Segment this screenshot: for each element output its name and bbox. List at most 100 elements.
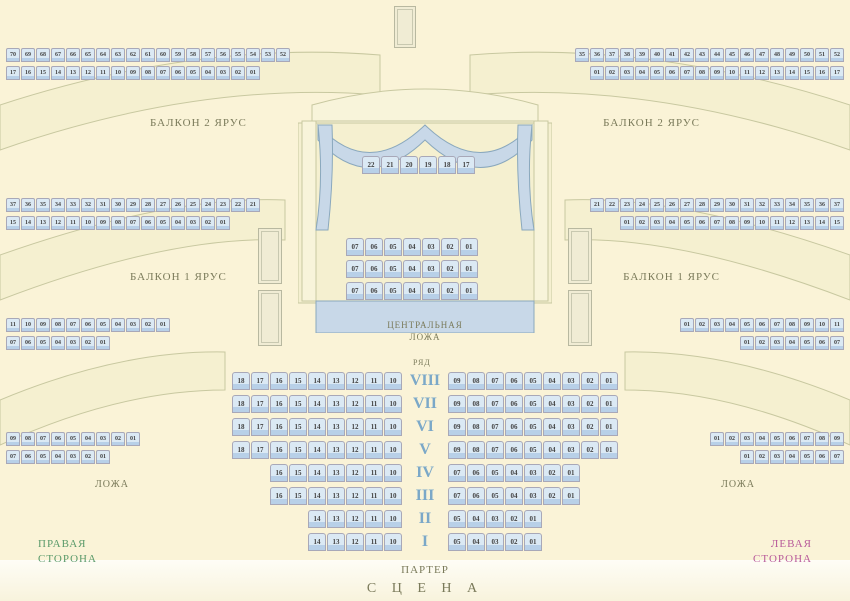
seat-02[interactable]: 02 bbox=[441, 260, 459, 278]
seat-09[interactable]: 09 bbox=[710, 66, 724, 80]
seat-13[interactable]: 13 bbox=[327, 395, 345, 413]
seat-07[interactable]: 07 bbox=[710, 216, 724, 230]
seat-65[interactable]: 65 bbox=[81, 48, 95, 62]
seat-03[interactable]: 03 bbox=[562, 418, 580, 436]
seat-05[interactable]: 05 bbox=[650, 66, 664, 80]
seat-17[interactable]: 17 bbox=[457, 156, 475, 174]
seat-43[interactable]: 43 bbox=[695, 48, 709, 62]
seat-18[interactable]: 18 bbox=[438, 156, 456, 174]
seat-04[interactable]: 04 bbox=[543, 372, 561, 390]
seat-03[interactable]: 03 bbox=[66, 336, 80, 350]
seat-18[interactable]: 18 bbox=[232, 372, 250, 390]
seat-24[interactable]: 24 bbox=[201, 198, 215, 212]
seat-45[interactable]: 45 bbox=[725, 48, 739, 62]
seat-13[interactable]: 13 bbox=[327, 464, 345, 482]
seat-17[interactable]: 17 bbox=[251, 395, 269, 413]
seat-11[interactable]: 11 bbox=[66, 216, 80, 230]
seat-07[interactable]: 07 bbox=[830, 336, 844, 350]
seat-09[interactable]: 09 bbox=[448, 395, 466, 413]
seat-30[interactable]: 30 bbox=[725, 198, 739, 212]
seat-35[interactable]: 35 bbox=[575, 48, 589, 62]
seat-02[interactable]: 02 bbox=[581, 441, 599, 459]
seat-08[interactable]: 08 bbox=[467, 395, 485, 413]
seat-01[interactable]: 01 bbox=[524, 510, 542, 528]
seat-02[interactable]: 02 bbox=[81, 336, 95, 350]
seat-13[interactable]: 13 bbox=[327, 533, 345, 551]
seat-04[interactable]: 04 bbox=[201, 66, 215, 80]
seat-13[interactable]: 13 bbox=[327, 510, 345, 528]
seat-08[interactable]: 08 bbox=[467, 441, 485, 459]
seat-16[interactable]: 16 bbox=[270, 464, 288, 482]
seat-63[interactable]: 63 bbox=[111, 48, 125, 62]
seat-07[interactable]: 07 bbox=[66, 318, 80, 332]
seat-11[interactable]: 11 bbox=[830, 318, 844, 332]
seat-05[interactable]: 05 bbox=[800, 450, 814, 464]
seat-36[interactable]: 36 bbox=[590, 48, 604, 62]
seat-06[interactable]: 06 bbox=[785, 432, 799, 446]
seat-57[interactable]: 57 bbox=[201, 48, 215, 62]
seat-15[interactable]: 15 bbox=[800, 66, 814, 80]
seat-16[interactable]: 16 bbox=[270, 395, 288, 413]
seat-56[interactable]: 56 bbox=[216, 48, 230, 62]
seat-15[interactable]: 15 bbox=[289, 395, 307, 413]
seat-02[interactable]: 02 bbox=[543, 487, 561, 505]
seat-08[interactable]: 08 bbox=[141, 66, 155, 80]
seat-47[interactable]: 47 bbox=[755, 48, 769, 62]
seat-07[interactable]: 07 bbox=[346, 260, 364, 278]
seat-01[interactable]: 01 bbox=[740, 450, 754, 464]
seat-03[interactable]: 03 bbox=[216, 66, 230, 80]
seat-16[interactable]: 16 bbox=[815, 66, 829, 80]
seat-05[interactable]: 05 bbox=[524, 441, 542, 459]
seat-01[interactable]: 01 bbox=[600, 418, 618, 436]
seat-61[interactable]: 61 bbox=[141, 48, 155, 62]
seat-06[interactable]: 06 bbox=[81, 318, 95, 332]
seat-15[interactable]: 15 bbox=[289, 464, 307, 482]
seat-14[interactable]: 14 bbox=[308, 441, 326, 459]
seat-34[interactable]: 34 bbox=[785, 198, 799, 212]
seat-14[interactable]: 14 bbox=[308, 395, 326, 413]
seat-27[interactable]: 27 bbox=[680, 198, 694, 212]
seat-13[interactable]: 13 bbox=[327, 441, 345, 459]
seat-05[interactable]: 05 bbox=[448, 533, 466, 551]
seat-06[interactable]: 06 bbox=[815, 336, 829, 350]
seat-05[interactable]: 05 bbox=[486, 487, 504, 505]
seat-37[interactable]: 37 bbox=[830, 198, 844, 212]
seat-27[interactable]: 27 bbox=[156, 198, 170, 212]
seat-12[interactable]: 12 bbox=[346, 395, 364, 413]
seat-15[interactable]: 15 bbox=[289, 441, 307, 459]
seat-37[interactable]: 37 bbox=[605, 48, 619, 62]
seat-07[interactable]: 07 bbox=[486, 418, 504, 436]
seat-05[interactable]: 05 bbox=[384, 282, 402, 300]
seat-02[interactable]: 02 bbox=[441, 282, 459, 300]
seat-13[interactable]: 13 bbox=[327, 418, 345, 436]
seat-11[interactable]: 11 bbox=[365, 510, 383, 528]
seat-06[interactable]: 06 bbox=[51, 432, 65, 446]
seat-14[interactable]: 14 bbox=[308, 533, 326, 551]
seat-02[interactable]: 02 bbox=[505, 510, 523, 528]
seat-04[interactable]: 04 bbox=[403, 238, 421, 256]
seat-01[interactable]: 01 bbox=[620, 216, 634, 230]
seat-07[interactable]: 07 bbox=[448, 487, 466, 505]
seat-08[interactable]: 08 bbox=[785, 318, 799, 332]
seat-06[interactable]: 06 bbox=[21, 450, 35, 464]
seat-26[interactable]: 26 bbox=[665, 198, 679, 212]
seat-02[interactable]: 02 bbox=[81, 450, 95, 464]
seat-21[interactable]: 21 bbox=[590, 198, 604, 212]
seat-68[interactable]: 68 bbox=[36, 48, 50, 62]
seat-07[interactable]: 07 bbox=[830, 450, 844, 464]
seat-32[interactable]: 32 bbox=[755, 198, 769, 212]
seat-03[interactable]: 03 bbox=[770, 336, 784, 350]
seat-04[interactable]: 04 bbox=[51, 336, 65, 350]
seat-05[interactable]: 05 bbox=[524, 395, 542, 413]
seat-10[interactable]: 10 bbox=[384, 510, 402, 528]
seat-07[interactable]: 07 bbox=[346, 238, 364, 256]
seat-02[interactable]: 02 bbox=[201, 216, 215, 230]
seat-01[interactable]: 01 bbox=[562, 487, 580, 505]
seat-14[interactable]: 14 bbox=[785, 66, 799, 80]
seat-36[interactable]: 36 bbox=[815, 198, 829, 212]
seat-28[interactable]: 28 bbox=[141, 198, 155, 212]
seat-01[interactable]: 01 bbox=[96, 450, 110, 464]
seat-14[interactable]: 14 bbox=[815, 216, 829, 230]
seat-02[interactable]: 02 bbox=[581, 418, 599, 436]
seat-01[interactable]: 01 bbox=[600, 395, 618, 413]
